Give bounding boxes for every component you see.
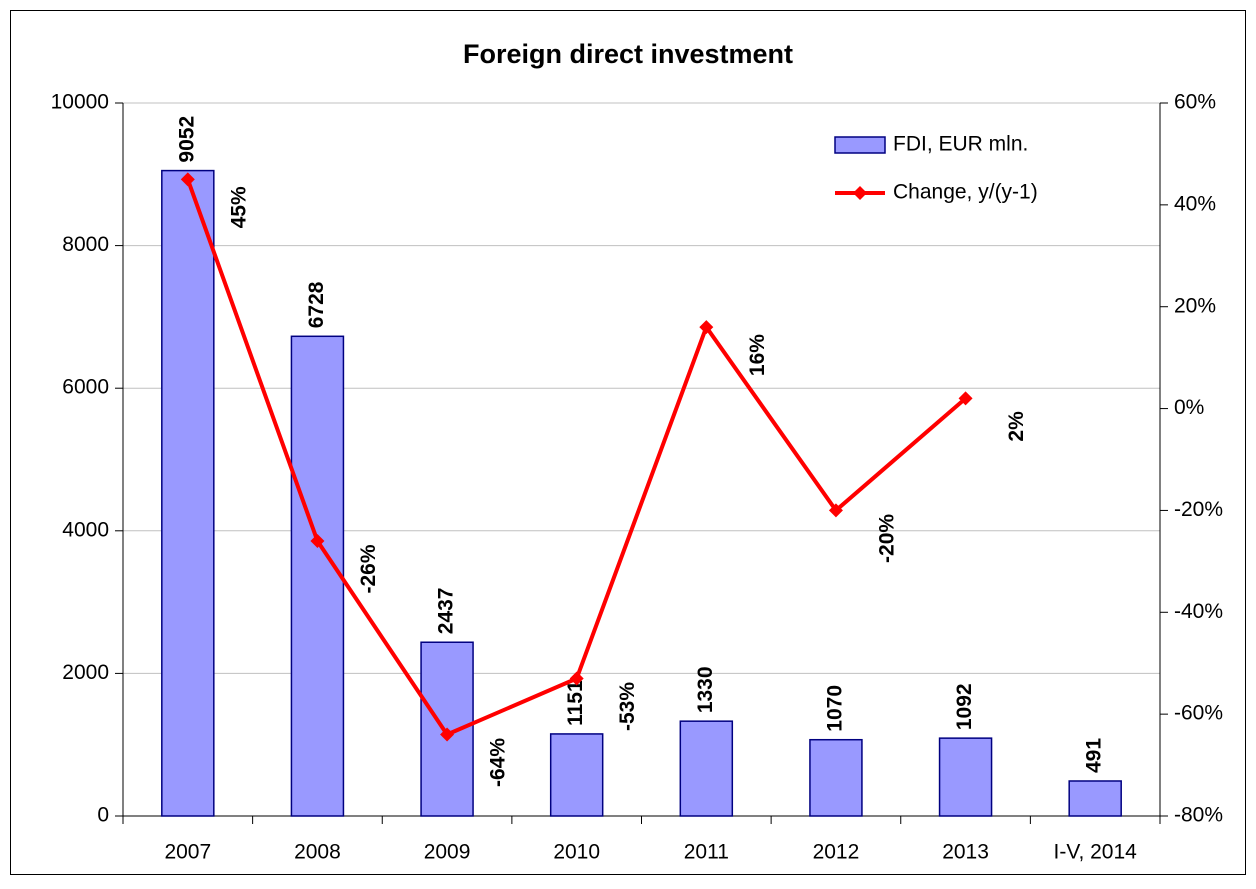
x-tick-label: 2012 bbox=[813, 841, 860, 864]
marker bbox=[310, 533, 325, 548]
y2-tick-label: -60% bbox=[1174, 702, 1223, 725]
x-tick-label: 2008 bbox=[294, 841, 341, 864]
y2-tick-label: 40% bbox=[1174, 192, 1216, 215]
marker bbox=[958, 391, 973, 406]
x-tick-label: 2010 bbox=[553, 841, 600, 864]
marker bbox=[699, 320, 714, 335]
legend-label: FDI, EUR mln. bbox=[893, 133, 1028, 156]
y-tick-label: 4000 bbox=[62, 518, 109, 541]
line-value-label: -53% bbox=[616, 682, 639, 731]
y-tick-label: 6000 bbox=[62, 376, 109, 399]
bar-value-label: 9052 bbox=[175, 116, 198, 163]
bar bbox=[809, 738, 863, 817]
bar bbox=[679, 720, 734, 817]
bar bbox=[290, 335, 345, 817]
x-tick-label: 2013 bbox=[942, 841, 989, 864]
x-tick-label: 2009 bbox=[424, 841, 471, 864]
y2-tick-label: 20% bbox=[1174, 294, 1216, 317]
marker bbox=[828, 503, 843, 518]
y2-tick-label: 60% bbox=[1174, 91, 1216, 114]
x-tick-label: 2007 bbox=[164, 841, 211, 864]
y-tick-label: 0 bbox=[97, 804, 109, 827]
bar-value-label: 491 bbox=[1083, 738, 1106, 773]
line-value-label: 2% bbox=[1005, 411, 1028, 442]
bar-value-label: 1092 bbox=[953, 683, 976, 730]
bar-value-label: 1151 bbox=[564, 680, 587, 726]
marker bbox=[440, 727, 455, 742]
line-value-label: -26% bbox=[357, 544, 380, 593]
marker bbox=[569, 671, 584, 686]
y2-tick-label: -80% bbox=[1174, 804, 1223, 827]
line-value-label: 45% bbox=[227, 186, 250, 228]
chart-border bbox=[10, 10, 1246, 875]
y-tick-label: 8000 bbox=[62, 233, 109, 256]
bar-value-label: 1070 bbox=[823, 685, 846, 732]
y-tick-label: 2000 bbox=[62, 661, 109, 684]
legend-label: Change, y/(y-1) bbox=[893, 181, 1038, 204]
bar bbox=[938, 737, 993, 817]
bar bbox=[549, 733, 604, 817]
legend-marker bbox=[853, 186, 867, 200]
x-tick-label: 2011 bbox=[684, 841, 729, 864]
y2-tick-label: -20% bbox=[1174, 498, 1223, 521]
line-value-label: -20% bbox=[875, 514, 898, 563]
bar-value-label: 6728 bbox=[305, 281, 328, 328]
x-tick-label: I-V, 2014 bbox=[1054, 841, 1138, 864]
chart-title: Foreign direct investment bbox=[463, 39, 793, 69]
marker bbox=[180, 172, 195, 187]
legend-swatch bbox=[834, 136, 886, 154]
y2-tick-label: 0% bbox=[1174, 396, 1204, 419]
bar-value-label: 1330 bbox=[694, 666, 717, 713]
y-tick-label: 10000 bbox=[51, 91, 109, 114]
line-value-label: -64% bbox=[487, 738, 510, 787]
bar bbox=[161, 169, 215, 817]
bar bbox=[1068, 780, 1122, 817]
y2-tick-label: -40% bbox=[1174, 600, 1223, 623]
line-value-label: 16% bbox=[746, 334, 769, 376]
bar-value-label: 2437 bbox=[435, 588, 458, 635]
